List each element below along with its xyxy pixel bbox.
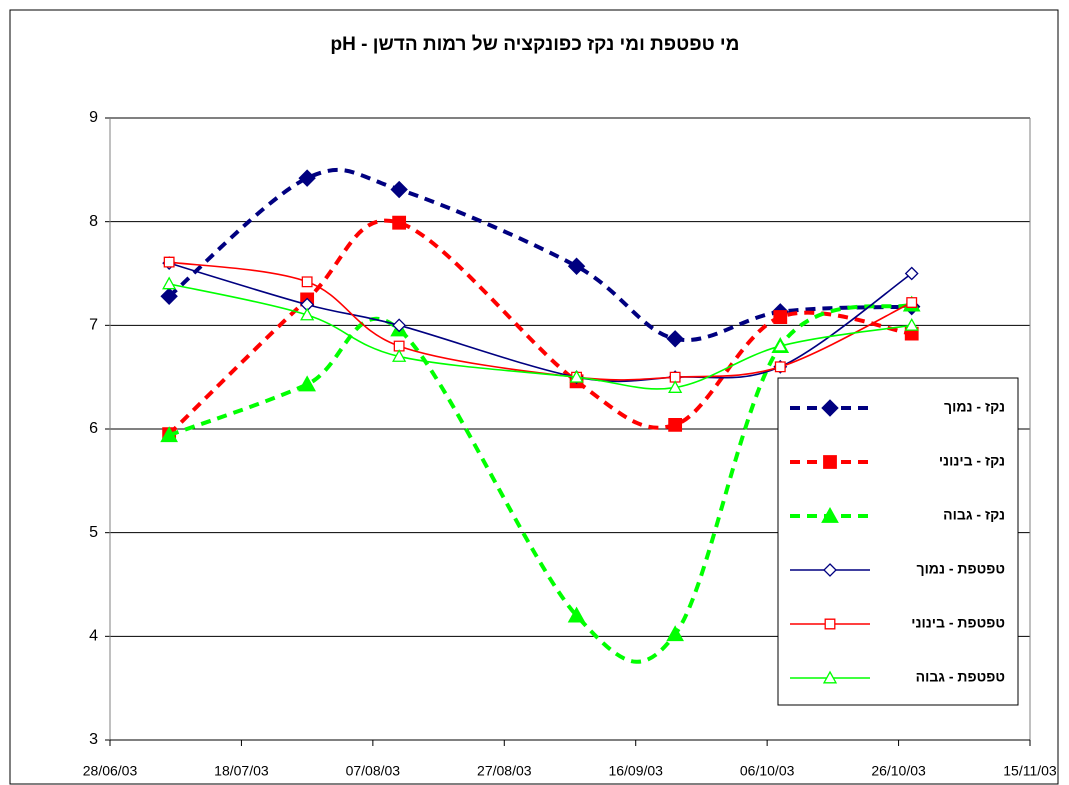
marker [569,369,584,383]
legend-label: נקז - נמוך [944,399,1005,415]
legend-label: טפטפת - נמוך [917,561,1006,577]
x-tick-label: 26/10/03 [871,763,926,779]
marker [390,180,408,199]
x-tick-label: 27/08/03 [477,763,532,779]
marker [904,317,919,331]
marker [904,266,919,281]
y-tick-label: 6 [89,420,98,437]
y-tick-label: 9 [89,109,98,126]
legend-box [777,377,1019,706]
marker [393,340,405,352]
y-tick-label: 7 [89,317,98,334]
x-tick-label: 16/09/03 [608,763,663,779]
marker [300,307,315,321]
legend-marker [822,670,838,684]
marker [160,287,178,306]
y-tick-label: 3 [89,731,98,748]
marker [773,310,788,324]
marker [567,606,586,623]
marker [774,361,786,373]
x-tick-label: 28/06/03 [83,763,138,779]
marker [567,257,586,275]
marker [298,375,316,392]
y-tick-label: 8 [89,213,98,230]
legend-label: טפטפת - גבוה [916,669,1005,685]
marker [669,371,681,383]
marker [668,380,683,393]
marker [160,426,178,443]
marker [666,330,684,348]
legend-marker [823,563,837,577]
chart-title: מי טפטפת ומי נקז כפונקציה של רמות הדשן -… [331,34,740,55]
y-tick-label: 5 [89,524,98,541]
x-tick-label: 15/11/03 [1003,763,1057,779]
legend-marker [821,506,839,523]
marker [163,256,175,268]
marker [392,215,407,230]
legend-label: נקז - בינוני [939,453,1005,469]
marker [298,169,316,187]
marker [906,297,918,308]
y-tick-label: 4 [89,628,98,645]
marker [668,417,683,432]
marker [666,625,684,642]
legend-label: טפטפת - בינוני [911,615,1005,631]
x-tick-label: 06/10/03 [740,763,795,779]
marker [392,349,407,362]
marker [773,338,788,352]
marker [392,318,407,333]
x-tick-label: 18/07/03 [214,763,269,779]
legend-marker [821,399,839,417]
marker [301,276,313,288]
series-line [168,302,913,664]
legend-marker [824,618,836,630]
legend-label: נקז - גבוה [943,507,1005,523]
x-tick-label: 07/08/03 [346,763,401,779]
legend-marker [823,455,837,469]
marker [162,276,177,290]
